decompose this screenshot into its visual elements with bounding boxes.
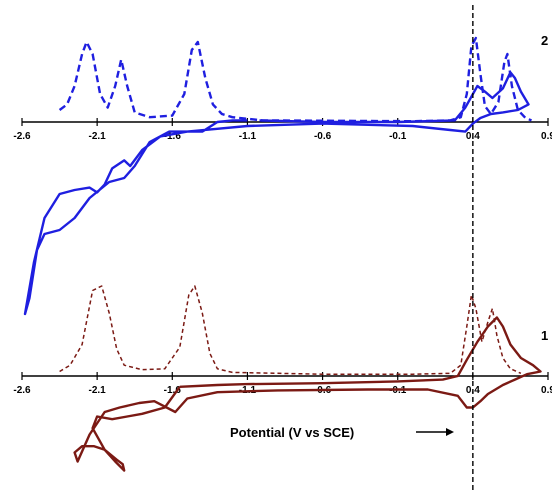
series-group-bottom <box>59 285 542 472</box>
panel-label-1: 1 <box>541 328 548 343</box>
dpv-dashed-curve <box>59 285 522 375</box>
panel-label-2: 2 <box>541 33 548 48</box>
x-tick-label: -1.6 <box>164 385 182 396</box>
x-tick-label: -1.6 <box>164 131 182 142</box>
x-axis-title: Potential (V vs SCE) <box>230 425 354 440</box>
x-tick-label: -1.1 <box>239 131 257 142</box>
series-group-top <box>23 36 532 316</box>
x-tick-label: -2.1 <box>89 385 107 396</box>
x-tick-label: -2.6 <box>13 385 31 396</box>
cv-solid-curve <box>73 316 542 472</box>
arrow-right-icon <box>416 428 454 436</box>
dpv-dashed-curve <box>58 36 532 123</box>
x-tick-label: -0.6 <box>314 131 332 142</box>
panel-bottom: -2.6-2.1-1.6-1.1-0.6-0.10.40.9 1 <box>13 285 552 472</box>
x-tick-label: -2.1 <box>89 131 107 142</box>
panel-top: -2.6-2.1-1.6-1.1-0.6-0.10.40.9 2 <box>13 33 552 316</box>
cv-solid-curve <box>23 71 530 316</box>
x-tick-label: -2.6 <box>13 131 31 142</box>
x-tick-label: 0.9 <box>541 385 552 396</box>
x-tick-label: -0.1 <box>389 131 407 142</box>
x-tick-label: 0.9 <box>541 131 552 142</box>
